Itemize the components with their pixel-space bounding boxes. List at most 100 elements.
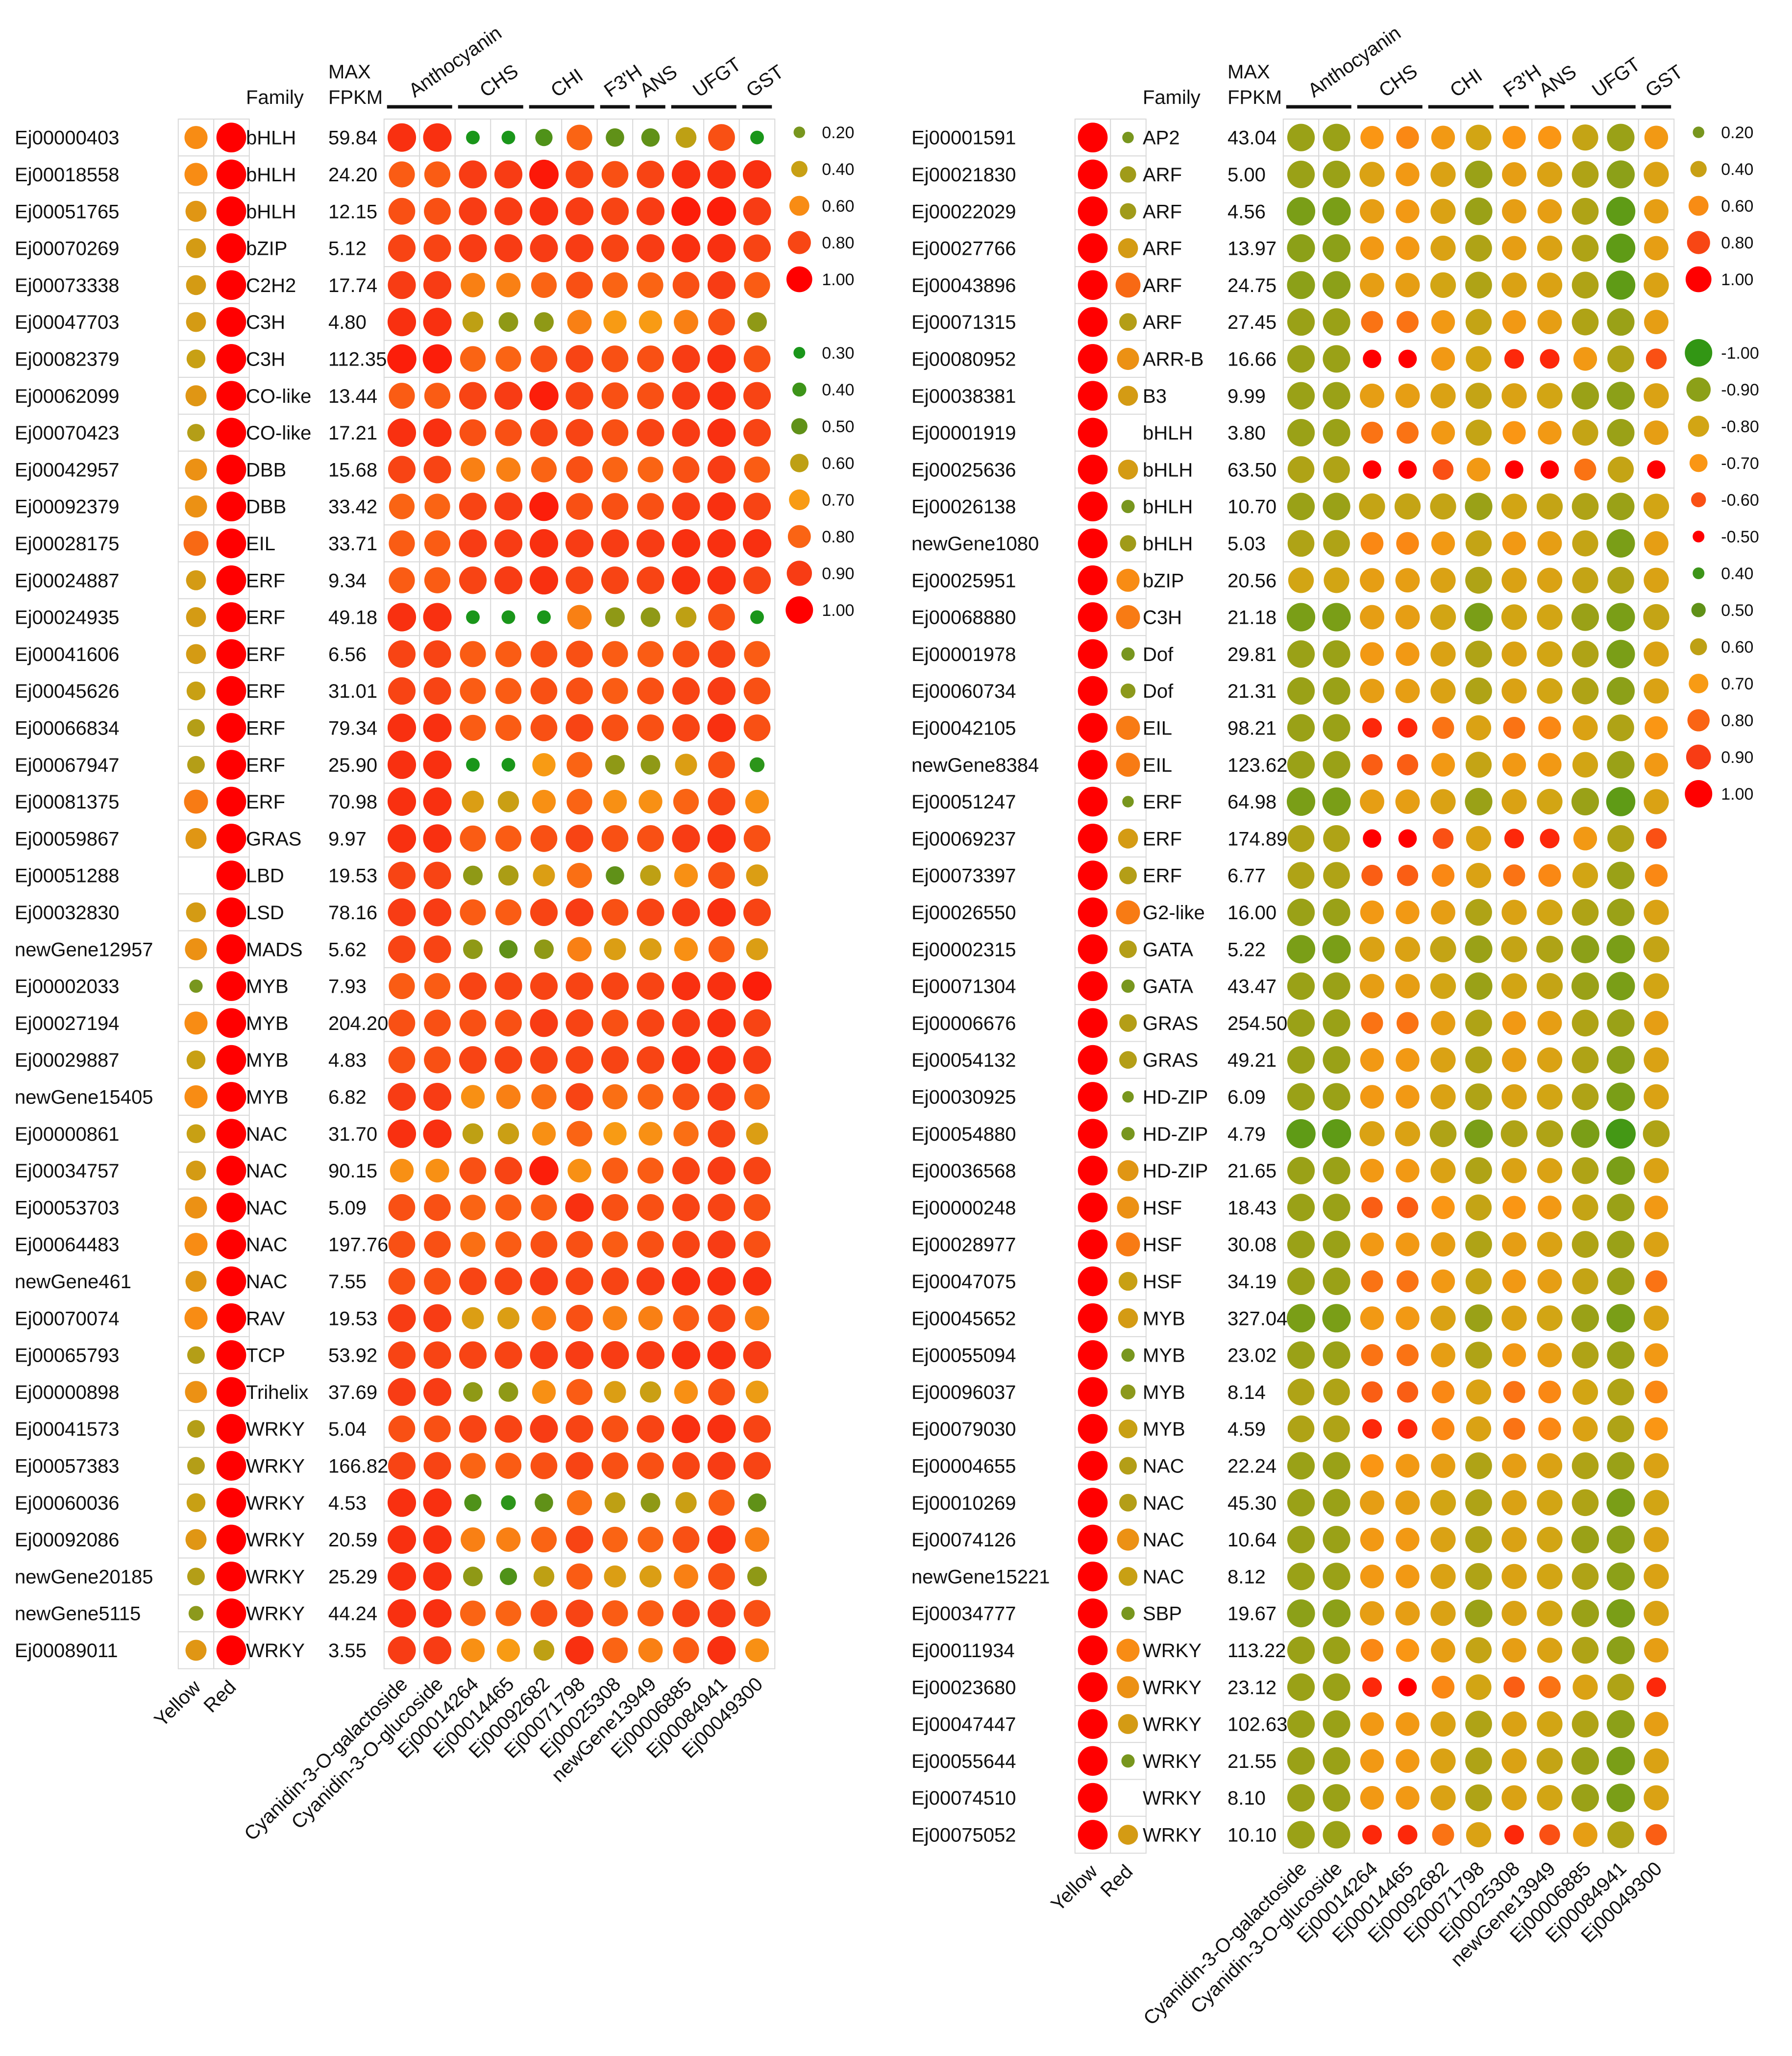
group-label: UFGT [689, 53, 745, 101]
correlation-bubble [1430, 789, 1456, 814]
correlation-bubble [1430, 1527, 1456, 1552]
legend-expression-label: 0.40 [1721, 160, 1753, 179]
correlation-bubble [1571, 1304, 1599, 1332]
correlation-bubble [637, 1046, 664, 1074]
family-label: EIL [246, 533, 275, 555]
correlation-bubble [423, 1488, 452, 1517]
family-label: MYB [1143, 1345, 1185, 1367]
max-fpkm-value: 102.63 [1227, 1714, 1287, 1736]
correlation-bubble [1573, 827, 1597, 851]
correlation-bubble [743, 345, 771, 372]
correlation-bubble [1465, 160, 1493, 189]
correlation-bubble [1398, 1419, 1418, 1439]
correlation-bubble [565, 529, 594, 558]
max-fpkm-value: 15.68 [328, 459, 377, 481]
expression-bubble [186, 238, 206, 258]
correlation-bubble [530, 677, 558, 705]
correlation-bubble [1540, 460, 1559, 479]
correlation-bubble [707, 455, 736, 484]
legend-correlation-swatch [1685, 780, 1713, 808]
gene-label: Ej00018558 [15, 164, 120, 186]
correlation-bubble [1537, 1453, 1563, 1479]
correlation-bubble [1644, 1785, 1669, 1811]
correlation-bubble [1501, 936, 1527, 962]
correlation-bubble [1571, 787, 1599, 816]
correlation-bubble [565, 1341, 594, 1370]
correlation-bubble [1571, 1083, 1599, 1110]
correlation-bubble [389, 567, 415, 593]
expression-bubble [216, 823, 246, 854]
correlation-bubble [602, 1231, 628, 1258]
expression-bubble [1117, 1160, 1139, 1181]
gene-label: Ej00036568 [911, 1160, 1016, 1182]
max-fpkm-value: 5.09 [328, 1197, 367, 1219]
max-header: MAX [328, 61, 371, 83]
legend-correlation-label: -0.90 [1721, 381, 1759, 399]
correlation-bubble [640, 865, 661, 886]
correlation-bubble [672, 344, 700, 373]
gene-label: Ej00029887 [15, 1050, 120, 1071]
family-label: MADS [246, 939, 303, 960]
gene-label: Ej00067947 [15, 755, 120, 776]
expression-bubble [1078, 454, 1108, 485]
correlation-bubble [532, 789, 556, 814]
gene-label: Ej00089011 [15, 1640, 118, 1662]
correlation-bubble [637, 641, 664, 667]
expression-bubble [1078, 750, 1108, 780]
correlation-bubble [638, 457, 663, 483]
correlation-bubble [530, 1267, 558, 1296]
correlation-bubble [1537, 567, 1563, 593]
correlation-bubble [1431, 1676, 1455, 1699]
correlation-bubble [603, 1122, 627, 1146]
family-label: G2-like [1143, 902, 1205, 924]
correlation-bubble [601, 1046, 629, 1074]
correlation-bubble [671, 234, 701, 263]
max-fpkm-value: 43.47 [1227, 976, 1276, 998]
expression-bubble [1078, 786, 1108, 817]
correlation-bubble [601, 1415, 629, 1443]
family-label: NAC [246, 1160, 287, 1182]
correlation-bubble [1287, 862, 1315, 889]
correlation-bubble [387, 1599, 417, 1628]
family-label: GRAS [1143, 1050, 1198, 1071]
correlation-bubble [1432, 1823, 1454, 1846]
correlation-bubble [388, 861, 416, 889]
gene-label: Ej00042957 [15, 459, 120, 481]
correlation-bubble [1502, 1232, 1526, 1257]
max-fpkm-value: 13.44 [328, 386, 377, 407]
correlation-bubble [638, 789, 663, 814]
expression-bubble [187, 719, 205, 737]
correlation-bubble [1431, 1343, 1455, 1368]
correlation-bubble [1360, 642, 1384, 666]
expression-bubble [188, 1606, 204, 1621]
max-fpkm-value: 7.93 [328, 976, 367, 998]
correlation-bubble [530, 234, 558, 263]
expression-bubble [1078, 1082, 1108, 1112]
family-label: HSF [1143, 1234, 1182, 1256]
expression-bubble [216, 1377, 246, 1407]
gene-label: newGene20185 [15, 1566, 153, 1588]
legend-expression-swatch [1685, 266, 1712, 293]
expression-bubble [216, 1524, 246, 1555]
correlation-bubble [1465, 309, 1492, 335]
correlation-bubble [743, 1600, 771, 1627]
correlation-bubble [460, 1600, 486, 1626]
correlation-bubble [494, 1415, 522, 1443]
correlation-bubble [1644, 789, 1669, 814]
correlation-bubble [1430, 973, 1456, 999]
correlation-bubble [1397, 421, 1419, 444]
family-label: GRAS [246, 828, 301, 850]
legend-correlation-swatch [1688, 416, 1709, 437]
correlation-bubble [423, 418, 452, 447]
correlation-bubble [708, 1490, 735, 1516]
correlation-bubble [1432, 459, 1454, 480]
expression-bubble [184, 163, 208, 186]
correlation-bubble [1572, 1379, 1598, 1405]
correlation-bubble [1465, 1083, 1492, 1110]
correlation-bubble [742, 1267, 772, 1296]
correlation-bubble [1323, 308, 1350, 336]
correlation-bubble [388, 1009, 416, 1037]
correlation-bubble [1465, 235, 1492, 262]
correlation-bubble [1361, 1344, 1383, 1367]
expression-bubble [1118, 1825, 1138, 1845]
